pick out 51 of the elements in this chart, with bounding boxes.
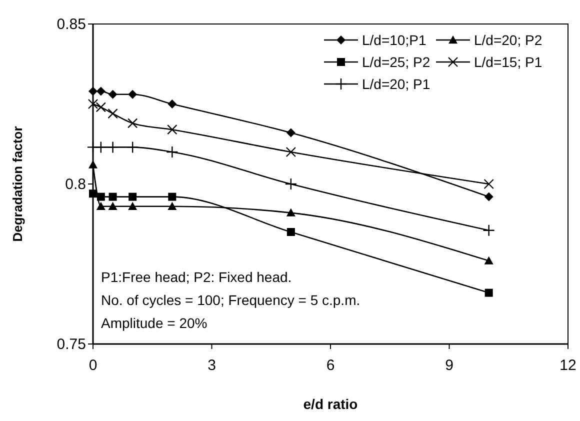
point	[168, 192, 176, 201]
point	[96, 86, 106, 96]
point	[88, 98, 98, 110]
point	[96, 202, 106, 210]
point	[96, 102, 106, 112]
y-axis-title: Degradation factor	[10, 126, 25, 242]
x-axis-title: e/d ratio	[303, 396, 358, 412]
y-tick-label: 0.8	[65, 176, 86, 193]
x-tick-label: 9	[445, 357, 454, 374]
x-tick-label: 12	[560, 357, 576, 374]
y-tick-label: 0.75	[56, 336, 86, 353]
point	[484, 192, 494, 202]
point	[286, 146, 296, 158]
point	[284, 178, 298, 190]
y-tick-label: 0.85	[56, 16, 86, 33]
point	[128, 192, 137, 201]
legend-label: L/d=10;P1	[362, 32, 426, 48]
legend-label: L/d=25; P2	[362, 54, 430, 70]
legend-label: L/d=20; P2	[474, 32, 542, 48]
annotation: No. of cycles = 100; Frequency = 5 c.p.m.	[101, 292, 360, 308]
point	[128, 90, 138, 99]
point	[126, 141, 139, 154]
point	[166, 146, 178, 158]
legend-label: L/d=15; P1	[474, 54, 542, 70]
point	[128, 202, 138, 210]
point	[286, 208, 296, 216]
x-tick-label: 6	[326, 357, 335, 374]
point	[88, 86, 98, 96]
point	[108, 192, 117, 201]
x-tick-label: 3	[208, 357, 216, 374]
annotation: Amplitude = 20%	[101, 315, 208, 331]
point	[88, 160, 98, 168]
point	[108, 202, 118, 210]
point	[484, 256, 494, 264]
point	[168, 202, 177, 210]
point	[167, 124, 178, 135]
point	[127, 118, 138, 128]
point	[286, 228, 295, 236]
point	[106, 141, 119, 154]
point	[96, 192, 105, 201]
point	[108, 108, 118, 119]
point	[484, 178, 494, 190]
point	[168, 100, 177, 108]
legend-label: L/d=20; P1	[362, 76, 430, 92]
point	[482, 224, 495, 236]
annotation: P1:Free head; P2: Fixed head.	[101, 269, 292, 285]
x-tick-label: 0	[88, 357, 98, 374]
point	[484, 288, 493, 297]
point	[108, 90, 118, 99]
point	[89, 190, 97, 198]
point	[286, 128, 296, 138]
